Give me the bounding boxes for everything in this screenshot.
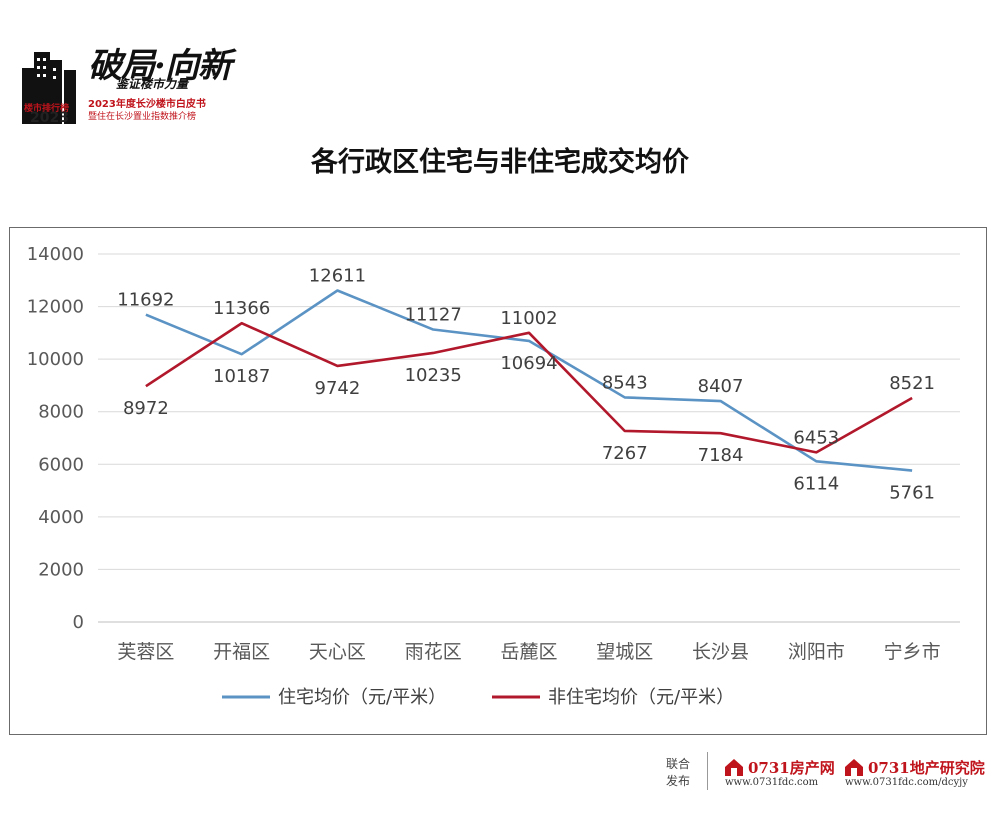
nonresidential-data-label: 7184 bbox=[698, 445, 744, 466]
footer-label-joint: 联合 bbox=[666, 757, 691, 771]
y-tick-label: 10000 bbox=[27, 349, 84, 370]
residential-data-label: 11692 bbox=[117, 290, 174, 311]
nonresidential-data-label: 8521 bbox=[889, 373, 935, 394]
x-tick-label: 开福区 bbox=[213, 641, 270, 663]
y-tick-label: 2000 bbox=[38, 559, 84, 580]
chart-title: 各行政区住宅与非住宅成交均价 bbox=[311, 147, 689, 178]
residential-data-label: 8407 bbox=[698, 376, 744, 397]
residential-series-line bbox=[145, 289, 913, 472]
residential-data-label: 5761 bbox=[889, 483, 935, 504]
x-tick-label: 长沙县 bbox=[692, 641, 749, 663]
legend-label-nonresidential: 非住宅均价（元/平米） bbox=[548, 687, 734, 708]
house-logo-icon bbox=[725, 759, 743, 776]
y-tick-label: 12000 bbox=[27, 297, 84, 318]
x-tick-label: 望城区 bbox=[596, 641, 653, 663]
research-logo-icon bbox=[845, 759, 863, 776]
chart-frame bbox=[9, 227, 987, 735]
nonresidential-series-line bbox=[145, 321, 913, 454]
slogan-sub: 鉴证楼市力量 bbox=[116, 77, 189, 91]
residential-data-label: 11127 bbox=[405, 305, 462, 326]
logo-building-text: 楼市排行榜 bbox=[24, 104, 70, 114]
x-tick-label: 芙蓉区 bbox=[117, 641, 174, 663]
whitepaper-subtitle: 暨住在长沙置业指数推介榜 bbox=[88, 112, 197, 122]
nonresidential-data-label: 6453 bbox=[793, 427, 839, 448]
residential-data-label: 10694 bbox=[500, 353, 557, 374]
residential-data-label: 6114 bbox=[793, 473, 839, 494]
x-tick-label: 岳麓区 bbox=[500, 641, 557, 663]
residential-data-label: 10187 bbox=[213, 366, 270, 387]
x-tick-label: 雨花区 bbox=[405, 641, 462, 663]
building-logo-icon bbox=[22, 52, 76, 124]
x-tick-label: 宁乡市 bbox=[884, 641, 941, 663]
y-tick-label: 0 bbox=[73, 612, 84, 633]
brand-0731-research[interactable]: 0731地产研究院 bbox=[868, 759, 985, 777]
footer-label-publish: 发布 bbox=[666, 774, 691, 788]
y-tick-label: 6000 bbox=[38, 454, 84, 475]
footer-divider bbox=[707, 752, 708, 790]
y-tick-label: 14000 bbox=[27, 244, 84, 265]
nonresidential-data-label: 11366 bbox=[213, 298, 270, 319]
nonresidential-data-label: 7267 bbox=[602, 443, 648, 464]
y-tick-label: 8000 bbox=[38, 402, 84, 423]
brand-0731-research-url[interactable]: www.0731fdc.com/dcyjy bbox=[845, 777, 968, 788]
nonresidential-data-label: 9742 bbox=[315, 378, 361, 399]
y-tick-label: 4000 bbox=[38, 507, 84, 528]
residential-data-label: 8543 bbox=[602, 372, 648, 393]
header-logo bbox=[20, 40, 220, 132]
residential-data-label: 12611 bbox=[309, 266, 366, 287]
x-tick-label: 浏阳市 bbox=[788, 641, 845, 663]
nonresidential-data-label: 8972 bbox=[123, 398, 169, 419]
nonresidential-data-label: 10235 bbox=[405, 365, 462, 386]
brand-0731-fdc[interactable]: 0731房产网 bbox=[748, 759, 835, 777]
legend-label-residential: 住宅均价（元/平米） bbox=[278, 687, 446, 708]
slogan-main: 破局·向新 bbox=[88, 46, 232, 86]
nonresidential-data-label: 11002 bbox=[500, 308, 557, 329]
x-tick-label: 天心区 bbox=[309, 641, 366, 663]
logo-year: 2023 bbox=[30, 110, 69, 126]
whitepaper-title: 2023年度长沙楼市白皮书 bbox=[88, 99, 206, 110]
brand-0731-fdc-url[interactable]: www.0731fdc.com bbox=[725, 777, 819, 788]
